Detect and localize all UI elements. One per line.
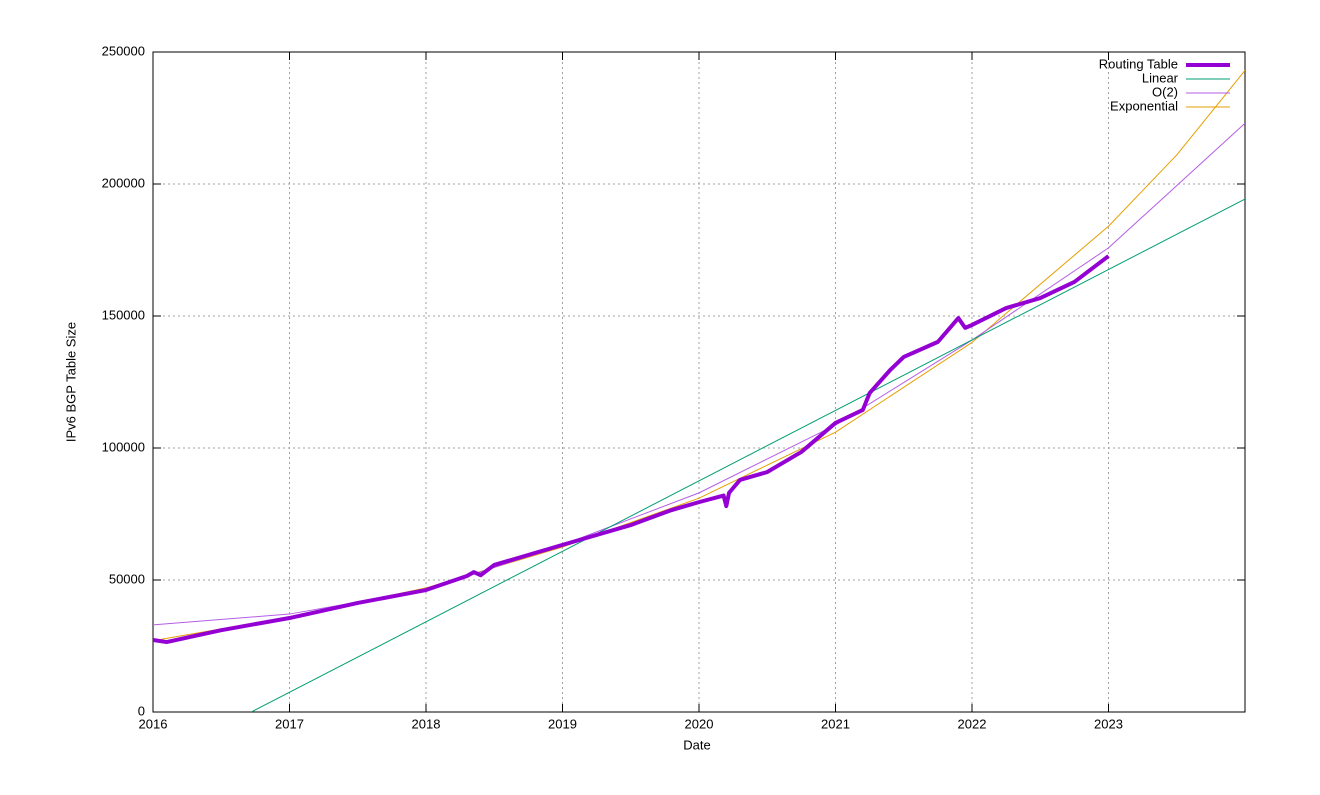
y-tick-label: 0 [138, 703, 145, 718]
series-line [251, 198, 1245, 712]
x-tick-label: 2023 [1094, 716, 1123, 731]
y-axis-label: IPv6 BGP Table Size [63, 322, 78, 442]
legend-label: Linear [1142, 70, 1179, 85]
x-tick-label: 2017 [275, 716, 304, 731]
y-tick-label: 200000 [102, 175, 145, 190]
x-tick-label: 2016 [139, 716, 168, 731]
plot-area [153, 70, 1245, 712]
x-axis-label: Date [683, 737, 710, 752]
y-tick-label: 250000 [102, 43, 145, 58]
y-tick-label: 100000 [102, 439, 145, 454]
series-line [153, 70, 1245, 642]
y-tick-label: 150000 [102, 307, 145, 322]
x-tick-label: 2021 [821, 716, 850, 731]
x-tick-label: 2018 [412, 716, 441, 731]
x-tick-label: 2019 [548, 716, 577, 731]
legend-label: Exponential [1110, 98, 1178, 113]
series-line [153, 254, 1110, 645]
x-tick-label: 2020 [685, 716, 714, 731]
x-tick-label: 2022 [958, 716, 987, 731]
legend-label: O(2) [1152, 84, 1178, 99]
legend-label: Routing Table [1099, 56, 1178, 71]
plot-frame [152, 51, 1246, 713]
y-tick-label: 50000 [109, 571, 145, 586]
